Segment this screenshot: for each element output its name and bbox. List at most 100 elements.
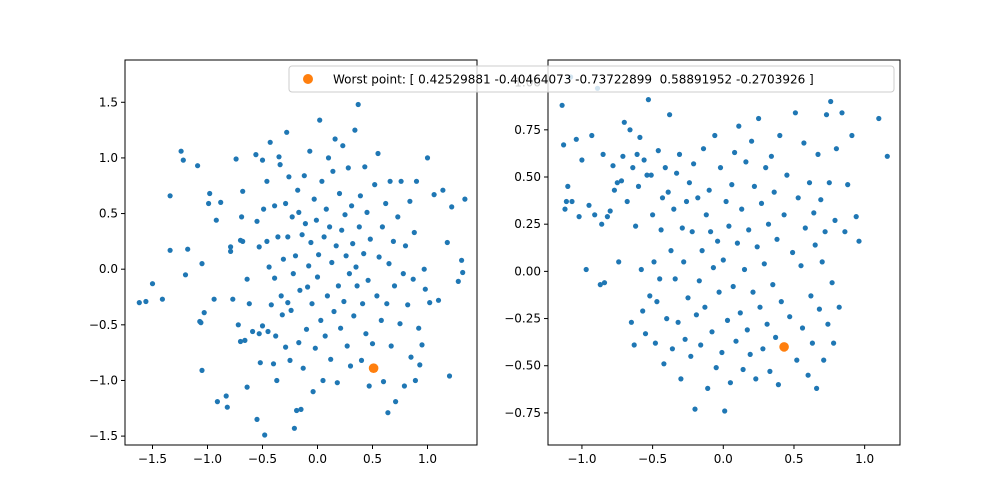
scatter-point (285, 300, 291, 306)
scatter-point (398, 178, 404, 184)
scatter-point (611, 187, 618, 193)
scatter-point (384, 301, 390, 307)
scatter-point (230, 296, 236, 302)
scatter-point (201, 310, 207, 316)
scatter-point (357, 193, 363, 199)
scatter-point (635, 183, 642, 189)
y-tick-label: 0.75 (514, 123, 541, 137)
scatter-point (651, 259, 657, 265)
scatter-point (444, 239, 450, 246)
scatter-point (287, 357, 293, 363)
scatter-point (407, 198, 413, 204)
scatter-point (206, 200, 212, 207)
scatter-point (712, 132, 718, 139)
scatter-point (342, 212, 348, 218)
scatter-point (274, 377, 280, 384)
scatter-point (709, 329, 715, 335)
scatter-point (413, 178, 420, 184)
scatter-point (307, 148, 313, 154)
scatter-point (354, 283, 360, 289)
scatter-point (821, 357, 827, 363)
scatter-point (405, 302, 411, 308)
scatter-point (356, 224, 362, 230)
scatter-point (380, 379, 387, 385)
scatter-point (275, 234, 281, 240)
scatter-point (599, 221, 605, 227)
scatter-point (424, 155, 431, 161)
scatter-point (285, 234, 291, 240)
scatter-point (300, 365, 306, 371)
scatter-point (773, 334, 779, 340)
scatter-point (228, 248, 234, 254)
scatter-point (240, 238, 246, 244)
scatter-point (295, 187, 301, 193)
scatter-point (693, 312, 700, 318)
x-tick-label: −1.0 (193, 452, 222, 466)
scatter-point (400, 271, 406, 277)
scatter-point (328, 356, 334, 362)
scatter-point (312, 345, 318, 351)
scatter-point (376, 254, 382, 260)
scatter-point (273, 333, 279, 339)
scatter-point (446, 373, 453, 379)
y-tick-label: 1.5 (99, 95, 118, 109)
scatter-point (360, 301, 366, 307)
scatter-point (856, 238, 862, 244)
scatter-point (383, 200, 389, 207)
scatter-point (798, 263, 804, 269)
scatter-point (235, 322, 241, 328)
y-tick-label: 1.0 (99, 151, 118, 165)
scatter-point (777, 132, 783, 139)
scatter-point (849, 132, 855, 139)
scatter-point (199, 261, 205, 267)
scatter-point (737, 310, 743, 316)
scatter-point (808, 293, 814, 299)
scatter-point (280, 256, 286, 262)
scatter-point (412, 377, 418, 384)
scatter-point (706, 187, 712, 193)
scatter-point (284, 129, 290, 135)
scatter-point (730, 283, 736, 290)
scatter-point (569, 198, 575, 205)
scatter-point (136, 300, 142, 306)
scatter-point (648, 172, 654, 178)
worst-point-marker (368, 363, 379, 374)
scatter-point (211, 296, 217, 302)
scatter-point (207, 190, 213, 197)
scatter-point (388, 343, 394, 349)
scatter-point (347, 363, 354, 369)
scatter-point (751, 183, 758, 189)
scatter-point (298, 406, 304, 412)
scatter-point (700, 146, 707, 152)
scatter-point (765, 221, 772, 227)
scatter-point (167, 247, 173, 253)
scatter-point (289, 214, 295, 220)
x-tick-label: 0.0 (308, 452, 327, 466)
scatter-point (633, 223, 639, 229)
scatter-point (729, 182, 735, 188)
scatter-point (767, 368, 773, 374)
scatter-point (244, 384, 250, 390)
scatter-point (335, 283, 341, 289)
scatter-point (559, 102, 565, 108)
scatter-point (322, 333, 328, 339)
scatter-point (265, 328, 271, 335)
scatter-point (573, 136, 579, 142)
scatter-point (818, 197, 824, 203)
scatter-point (815, 151, 821, 157)
scatter-point (794, 357, 800, 363)
y-tick-label: 0.50 (514, 170, 541, 184)
scatter-point (829, 280, 835, 286)
left-scatter-panel: −1.5 −1.0 −0.5 0.0 0.5 1.0 −1.5 −1.0 −0.5 0.0 0.5 1… (89, 59, 478, 466)
x-tick-label: −0.5 (248, 452, 277, 466)
scatter-point (842, 229, 848, 235)
scatter-point (736, 123, 742, 129)
scatter-point (308, 239, 314, 246)
scatter-point (254, 416, 260, 422)
scatter-point (831, 340, 837, 346)
scatter-point (723, 198, 729, 205)
scatter-point (644, 172, 650, 178)
scatter-point (254, 218, 260, 224)
scatter-point (601, 280, 608, 286)
scatter-point (634, 151, 640, 157)
